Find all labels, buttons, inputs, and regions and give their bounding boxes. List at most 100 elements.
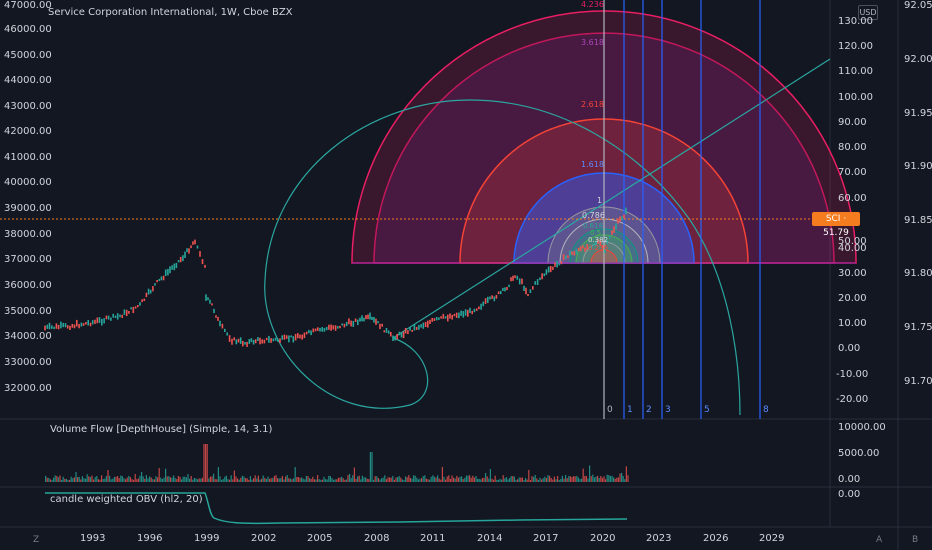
volume-bar — [160, 477, 162, 482]
volume-bar — [261, 478, 263, 482]
volume-bar — [501, 479, 503, 482]
price-axis-label: 100.00 — [838, 92, 873, 103]
volume-bar — [267, 476, 269, 482]
candle — [608, 235, 611, 239]
volume-bar — [243, 476, 245, 482]
time-axis-label: 2014 — [477, 533, 503, 544]
volume-bar — [65, 478, 67, 482]
volume-bar — [608, 475, 610, 482]
candle — [85, 322, 87, 325]
volume-bar — [241, 475, 243, 482]
volume-bar — [147, 478, 149, 482]
volume-bar — [566, 478, 568, 482]
candle — [521, 278, 523, 285]
volume-bar — [581, 478, 583, 482]
candle — [402, 331, 405, 339]
candle — [379, 323, 381, 330]
price-axis-label: 30.00 — [838, 268, 867, 279]
candle — [473, 308, 476, 313]
volume-bar — [214, 479, 216, 482]
volume-bar — [360, 479, 362, 482]
candle — [534, 281, 536, 285]
price-axis-label: 40.00 — [838, 243, 867, 254]
candle — [328, 324, 330, 330]
time-axis-label: 2011 — [420, 533, 446, 544]
volume-bar — [216, 479, 218, 482]
volume-bar — [424, 475, 426, 482]
obv-title[interactable]: candle weighted OBV (hl2, 20) — [50, 494, 203, 505]
candle — [455, 312, 458, 318]
volume-bar — [486, 476, 488, 482]
volume-bar — [101, 475, 103, 482]
price-axis-label: 120.00 — [838, 41, 873, 52]
volume-bar — [611, 475, 613, 482]
candle — [265, 337, 268, 341]
volume-bar — [621, 472, 623, 482]
chart-title: Service Corporation International, 1W, C… — [48, 7, 293, 18]
volume-bar — [627, 475, 629, 482]
candle — [314, 328, 317, 332]
candle — [381, 323, 383, 327]
volume-bar — [531, 476, 533, 482]
volume-bar — [470, 477, 472, 482]
timezone-button[interactable]: Z — [33, 535, 40, 545]
candle — [64, 323, 67, 328]
volume-bar — [321, 479, 323, 482]
volume-bar — [573, 476, 575, 482]
candle — [508, 284, 510, 288]
fib-spiral[interactable] — [264, 99, 741, 416]
trend-line[interactable] — [392, 58, 831, 339]
volume-bar — [606, 474, 608, 482]
candle — [601, 245, 604, 249]
volume-bar — [253, 478, 255, 482]
volume-bar — [371, 452, 373, 482]
candle — [502, 287, 504, 291]
volume-flow-title[interactable]: Volume Flow [DepthHouse] (Simple, 14, 3.… — [50, 424, 273, 435]
fib-time-zones[interactable] — [603, 0, 761, 419]
candle — [625, 207, 627, 215]
secondary-axis-label: 91.90 — [904, 161, 932, 172]
volume-bar — [129, 477, 131, 482]
volume-bar — [213, 473, 215, 482]
volume-bar — [283, 479, 285, 482]
currency-button[interactable]: USD — [858, 5, 878, 20]
volume-bar — [200, 478, 202, 482]
fib-time-label: 2 — [646, 405, 652, 415]
candle — [182, 255, 184, 262]
candle — [554, 262, 556, 267]
candle — [377, 321, 379, 324]
candle — [564, 255, 567, 260]
candle — [160, 276, 163, 281]
candle — [310, 330, 312, 336]
fib-arc-label: 0.236 — [588, 244, 609, 252]
price-axis-label: 10.00 — [838, 318, 867, 329]
candle — [354, 318, 357, 322]
volume-bar — [225, 475, 227, 482]
volume-bar — [325, 479, 327, 482]
candle — [484, 298, 487, 304]
scale-toggle-button[interactable]: B — [912, 535, 919, 545]
auto-scale-button[interactable]: A — [876, 535, 883, 545]
volume-bar — [425, 478, 427, 482]
candle — [396, 333, 398, 340]
volume-bar — [453, 477, 455, 482]
candle — [254, 339, 257, 344]
candle — [617, 218, 619, 224]
candle — [458, 312, 460, 319]
left-axis-label: 43000.00 — [4, 101, 52, 112]
volume-bar — [350, 478, 352, 482]
candle — [415, 326, 418, 330]
volume-bar — [393, 479, 395, 482]
candle — [134, 306, 137, 309]
candle — [156, 280, 158, 283]
volume-bar — [126, 477, 128, 482]
candle — [541, 273, 543, 280]
volume-bar — [59, 475, 61, 482]
volume-bar — [326, 479, 328, 482]
candle — [201, 259, 204, 265]
candle — [308, 329, 310, 334]
volume-bar — [233, 470, 235, 482]
volume-bar — [349, 473, 351, 482]
volume-bar — [246, 478, 248, 482]
